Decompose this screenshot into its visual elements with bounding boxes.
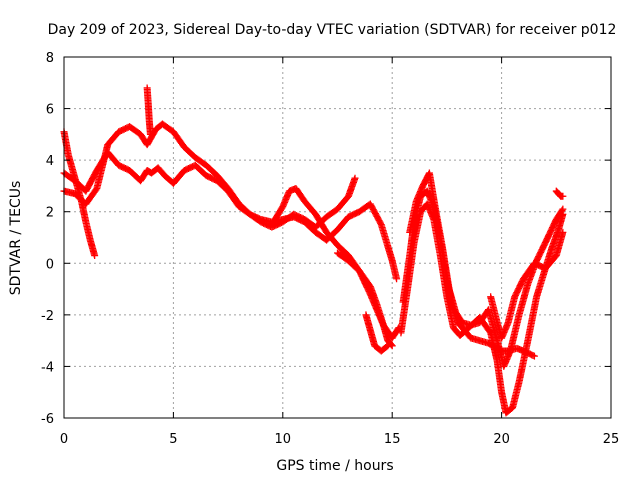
series-track-g	[362, 311, 392, 355]
series-track-b	[60, 148, 359, 231]
y-tick-label: 8	[46, 51, 54, 66]
data-point	[530, 352, 538, 360]
y-tick-label: 4	[46, 154, 54, 169]
ticks-layer: 0 5 10 15 20 25 -6 -4 -2 0 2 4 6 8	[41, 51, 619, 447]
data-point	[91, 252, 99, 260]
series-track-l	[552, 187, 567, 200]
series-track-d	[143, 84, 154, 138]
series-track-k	[487, 228, 567, 342]
y-tick-label: 6	[46, 103, 54, 118]
y-tick-label: -2	[41, 309, 54, 324]
data-point	[558, 206, 566, 214]
data-point	[384, 342, 392, 350]
y-tick-label: 2	[46, 206, 54, 221]
chart-title: Day 209 of 2023, Sidereal Day-to-day VTE…	[48, 22, 617, 38]
y-tick-label: 0	[46, 257, 54, 272]
y-tick-label: -6	[41, 412, 54, 427]
y-tick-label: -4	[41, 360, 54, 375]
data-point	[387, 341, 395, 349]
x-axis-label: GPS time / hours	[276, 458, 393, 474]
x-tick-label: 20	[493, 432, 510, 447]
plot-frame	[63, 56, 612, 419]
data-point	[146, 130, 154, 138]
x-tick-label: 25	[603, 432, 620, 447]
x-tick-label: 0	[60, 432, 68, 447]
x-tick-label: 15	[384, 432, 401, 447]
series-track-j	[406, 169, 567, 370]
data-point	[393, 275, 401, 283]
data-point	[559, 228, 567, 236]
data-point	[559, 192, 567, 200]
x-tick-label: 10	[275, 432, 292, 447]
data-point	[383, 343, 391, 351]
series-track-c	[60, 120, 401, 283]
data-point	[351, 174, 359, 182]
data-point	[559, 205, 567, 213]
grid-layer	[64, 57, 611, 418]
y-axis-label: SDTVAR / TECUs	[8, 181, 24, 296]
x-tick-label: 5	[169, 432, 177, 447]
data-points-layer	[60, 84, 567, 417]
series-track-i	[397, 200, 567, 417]
